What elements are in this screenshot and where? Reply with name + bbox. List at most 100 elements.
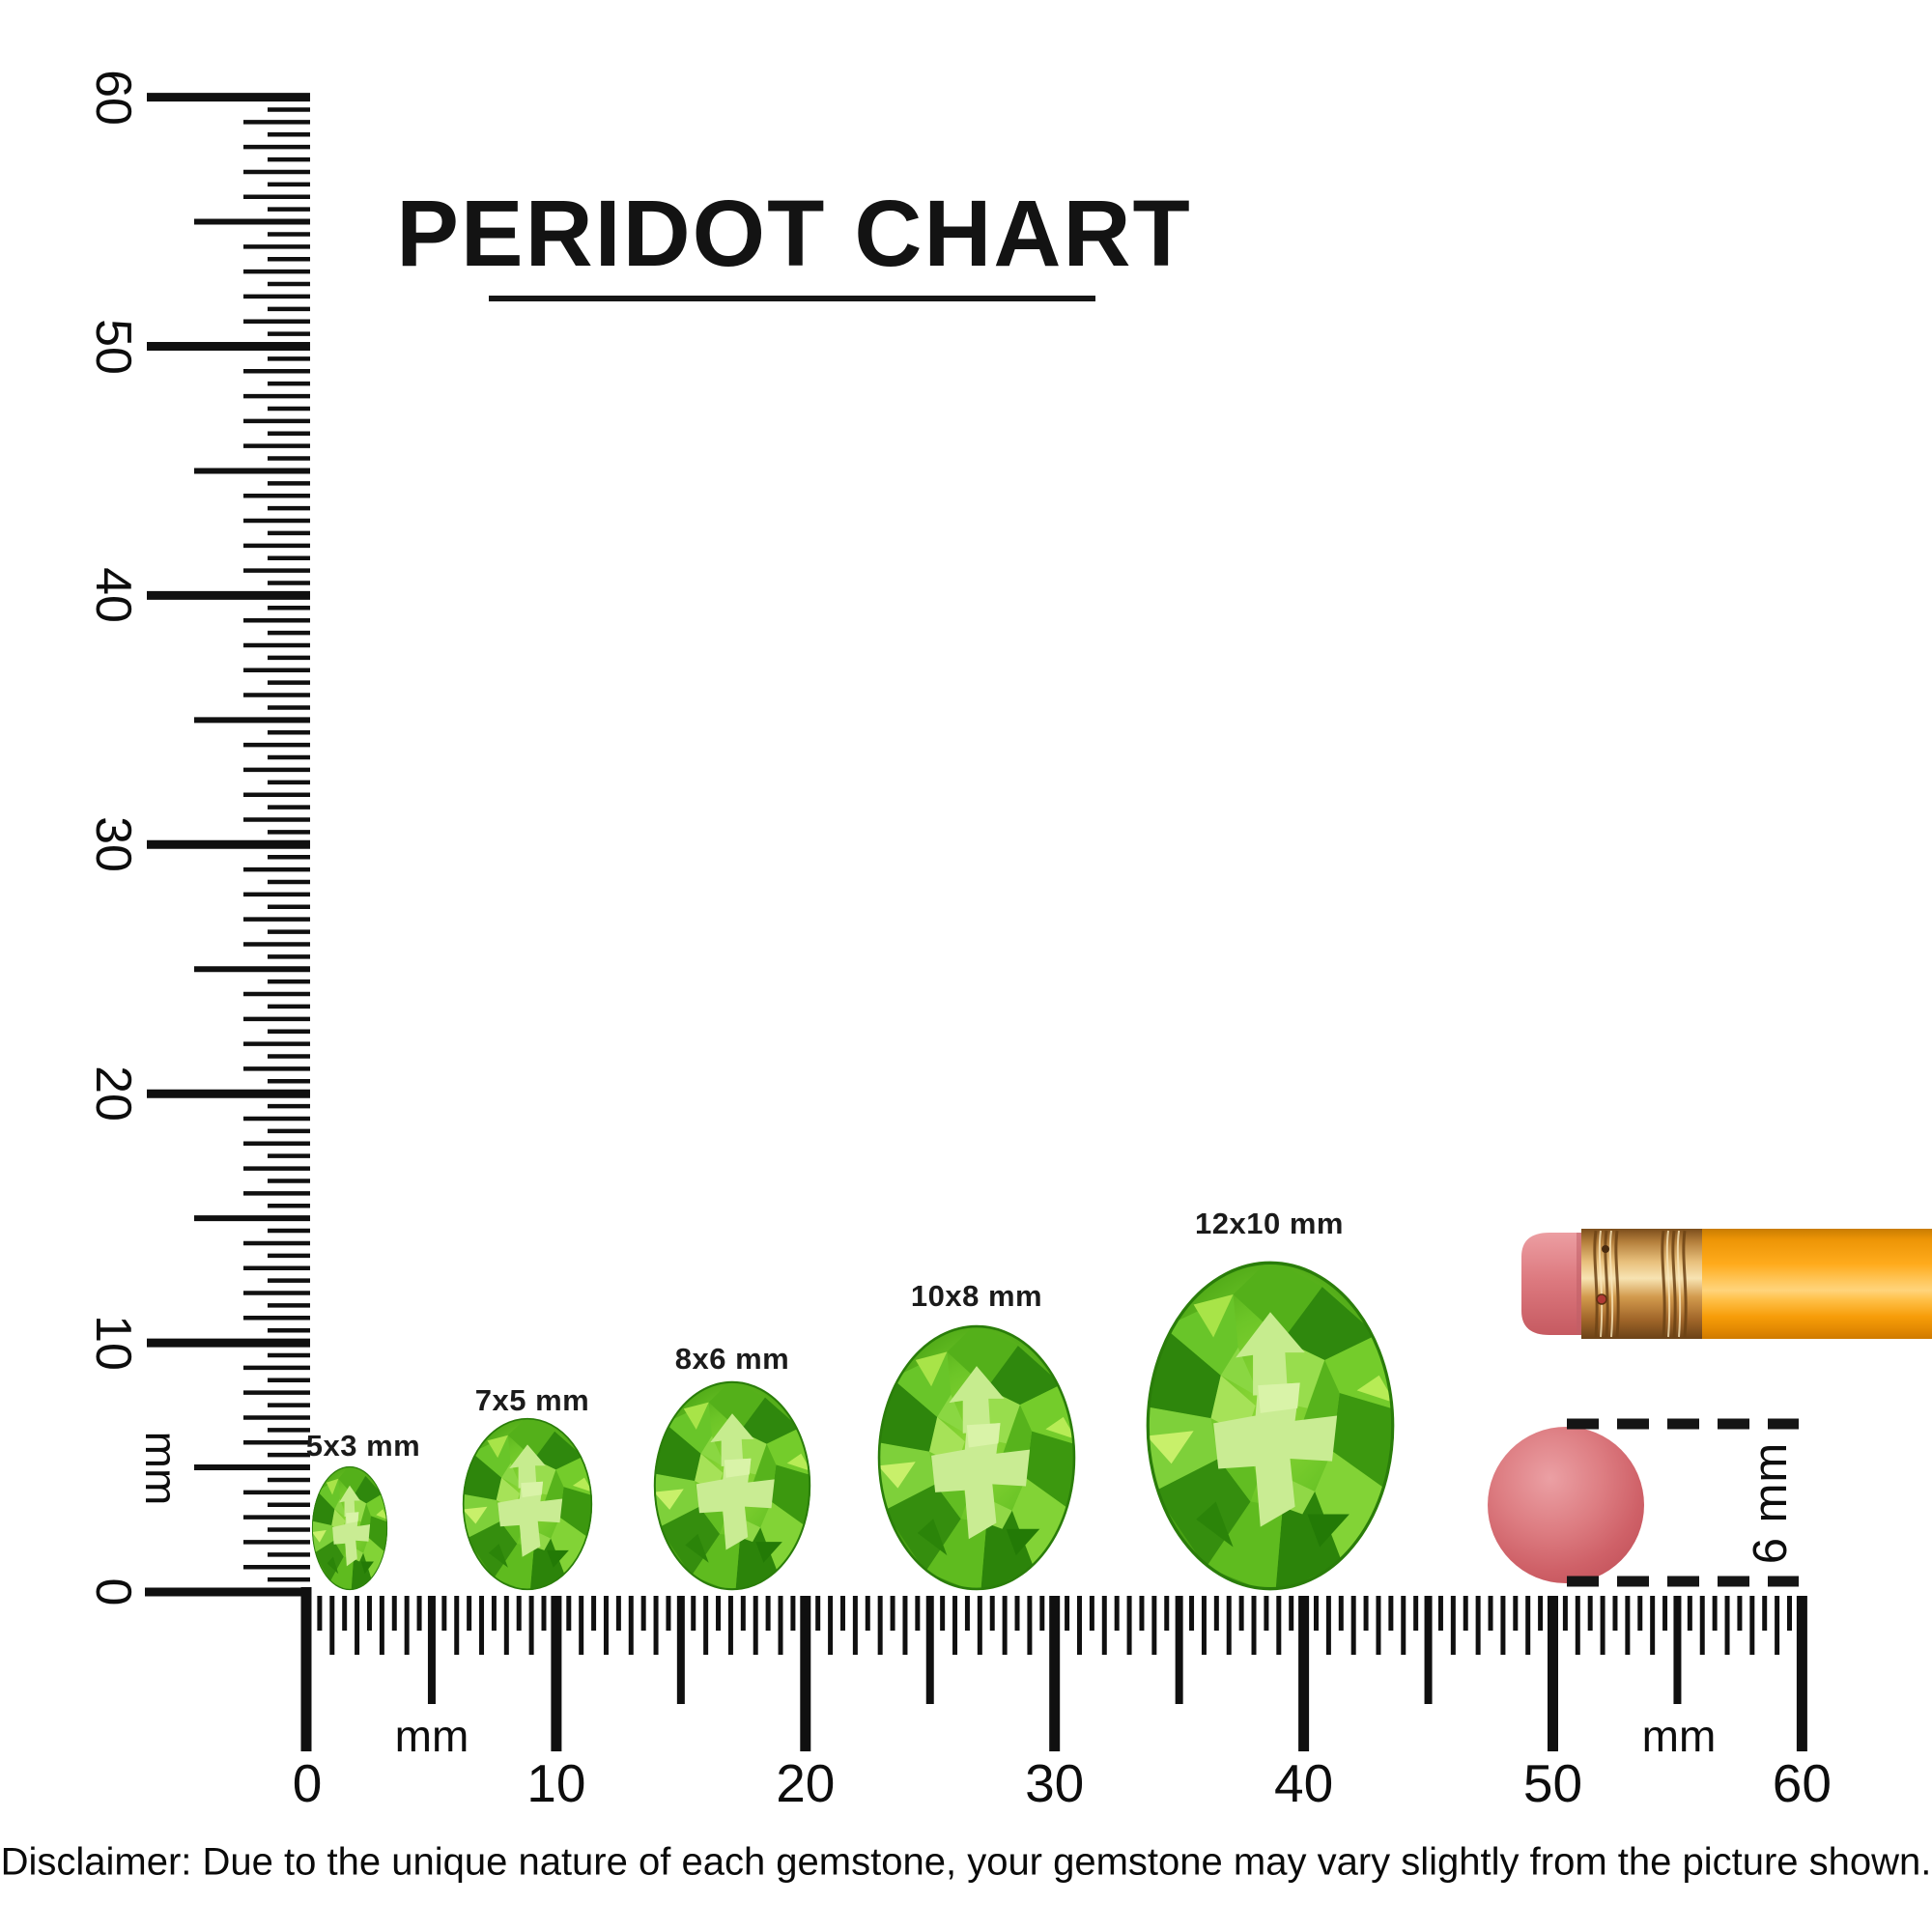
- vertical-ruler-number: 10: [85, 1315, 141, 1372]
- gem-facet: [966, 1423, 1001, 1448]
- gem-facet: [771, 1464, 811, 1528]
- pencil-eraser-shadow: [1577, 1233, 1585, 1335]
- pencil-eraser-tip: [1521, 1233, 1585, 1335]
- gem-facet: [1196, 1501, 1234, 1548]
- gem-facet: [327, 1556, 339, 1575]
- gem-facet: [878, 1462, 916, 1489]
- gem-facet: [1025, 1431, 1075, 1511]
- gem-facet: [947, 1325, 1018, 1389]
- horizontal-ruler-number: 60: [1772, 1753, 1832, 1813]
- horizontal-ruler-number: 50: [1522, 1753, 1583, 1813]
- gem-facet: [710, 1413, 754, 1467]
- gem-size-label: 8x6 mm: [674, 1342, 790, 1376]
- gem-facet: [521, 1481, 544, 1498]
- gem-facet: [334, 1498, 347, 1519]
- gem-facet: [986, 1346, 1062, 1406]
- vertical-ruler-number: 60: [85, 69, 141, 126]
- gem-facet: [884, 1484, 961, 1573]
- gem-facet: [1275, 1491, 1343, 1590]
- gem-facet: [376, 1509, 388, 1520]
- gem-facet: [740, 1397, 800, 1444]
- gem-facet: [685, 1533, 709, 1563]
- horizontal-ruler-number: 30: [1025, 1753, 1085, 1813]
- gem-facet: [755, 1542, 782, 1563]
- gem-facet: [326, 1478, 339, 1495]
- gem-facet: [1006, 1528, 1040, 1556]
- gem-facet: [312, 1529, 327, 1543]
- gem-facet: [708, 1380, 766, 1432]
- gem-facet: [1153, 1459, 1251, 1568]
- vertical-ruler-unit: mm: [136, 1431, 186, 1506]
- horizontal-ruler-number: 10: [526, 1753, 586, 1813]
- gem-facet: [1307, 1514, 1350, 1548]
- gem-facet: [1233, 1262, 1322, 1341]
- gem-facet: [1213, 1382, 1338, 1527]
- gem-facet: [1220, 1347, 1261, 1399]
- gem-size-label: 5x3 mm: [305, 1429, 421, 1463]
- gem-facet: [700, 1435, 726, 1468]
- horizontal-ruler-ticks: [317, 1596, 1807, 1751]
- gem-facet: [1315, 1451, 1389, 1563]
- gem-facet: [937, 1394, 969, 1435]
- vertical-ruler-ticks: [147, 93, 310, 1582]
- gem-facet: [654, 1489, 684, 1510]
- gem-facet: [1011, 1478, 1071, 1568]
- gem-facet: [363, 1537, 386, 1580]
- gem-facet: [332, 1512, 371, 1567]
- measure-dashed-lines: [1567, 1418, 1799, 1587]
- ferrule-rivet-dot: [1602, 1245, 1609, 1253]
- gem-facet: [559, 1487, 593, 1539]
- vertical-ruler-number: 50: [85, 318, 141, 375]
- gem-facet: [368, 1516, 388, 1553]
- gem-facet: [1147, 1431, 1194, 1464]
- gem-facet: [509, 1444, 546, 1489]
- gem-size-label: 10x8 mm: [910, 1279, 1043, 1313]
- vertical-ruler-number: 20: [85, 1065, 141, 1122]
- vertical-ruler-number: 40: [85, 567, 141, 624]
- ferrule-rivet-dot: [1596, 1293, 1607, 1305]
- peridot-gem-12x10mm: [1146, 1261, 1395, 1591]
- vertical-ruler-number: 30: [85, 816, 141, 873]
- gem-facet: [529, 1538, 565, 1590]
- gem-facet: [1193, 1294, 1234, 1338]
- gem-size-label: 7x5 mm: [474, 1383, 590, 1417]
- gem-facet: [467, 1520, 518, 1578]
- gem-facet: [353, 1475, 383, 1504]
- horizontal-ruler-unit: mm: [394, 1711, 469, 1761]
- gem-facet: [1282, 1287, 1378, 1360]
- gem-facet: [683, 1402, 709, 1430]
- gem-facet: [314, 1540, 344, 1582]
- gem-facet: [487, 1435, 508, 1459]
- gem-facet: [1045, 1416, 1075, 1440]
- pencil-illustration: [1521, 1229, 1932, 1339]
- gem-facet: [547, 1549, 569, 1568]
- gem-facet: [338, 1465, 366, 1496]
- gem-facet: [339, 1485, 360, 1518]
- gem-facet: [551, 1517, 590, 1576]
- gem-facet: [533, 1431, 583, 1470]
- gem-facet: [724, 1458, 752, 1478]
- peridot-gem-5x3mm: [311, 1465, 388, 1591]
- gem-facet: [507, 1418, 555, 1460]
- gem-facet: [501, 1463, 523, 1490]
- gem-illustrations: [311, 1261, 1395, 1591]
- gem-facet: [949, 1366, 1005, 1434]
- vertical-ruler-number: 0: [85, 1577, 141, 1606]
- title-underline: [489, 296, 1095, 301]
- page-title: PERIDOT CHART: [396, 181, 1192, 286]
- gem-facet: [463, 1506, 488, 1524]
- gem-facet: [980, 1510, 1035, 1590]
- gem-facet: [1356, 1375, 1394, 1404]
- gem-facet: [346, 1512, 359, 1524]
- gem-facet: [658, 1506, 721, 1577]
- gem-facet: [931, 1423, 1031, 1540]
- gem-facet: [351, 1552, 372, 1591]
- gem-size-label: 12x10 mm: [1195, 1207, 1344, 1240]
- disclaimer-text: Disclaimer: Due to the unique nature of …: [0, 1840, 1932, 1884]
- pencil-body: [1702, 1229, 1932, 1339]
- gem-facet: [572, 1477, 593, 1492]
- gem-facet: [696, 1458, 775, 1550]
- peridot-gem-7x5mm: [462, 1417, 593, 1591]
- horizontal-ruler-number: 40: [1274, 1753, 1334, 1813]
